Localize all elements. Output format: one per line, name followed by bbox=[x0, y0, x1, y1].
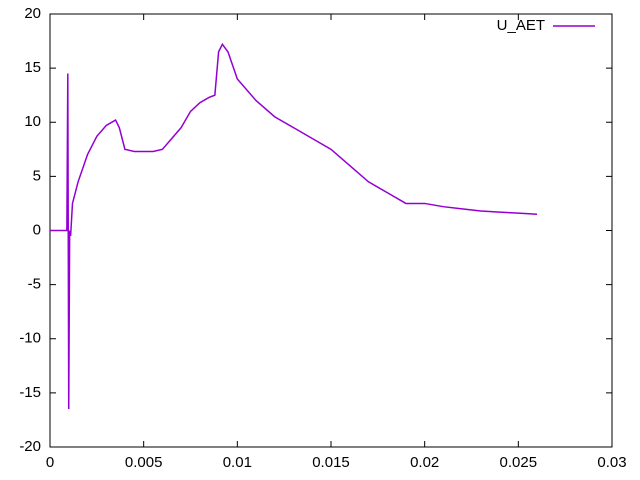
x-tick-label: 0.01 bbox=[223, 454, 252, 471]
y-tick-label: 10 bbox=[24, 113, 41, 130]
y-tick-label: 5 bbox=[33, 167, 41, 184]
y-tick-label: 20 bbox=[24, 5, 41, 22]
legend-label: U_AET bbox=[497, 17, 545, 34]
y-tick-label: -5 bbox=[28, 276, 41, 293]
x-tick-label: 0.02 bbox=[410, 454, 439, 471]
y-tick-label: 0 bbox=[33, 221, 41, 238]
y-tick-label: 15 bbox=[24, 59, 41, 76]
y-tick-label: -10 bbox=[19, 330, 41, 347]
x-tick-label: 0.005 bbox=[125, 454, 163, 471]
x-tick-label: 0.015 bbox=[312, 454, 350, 471]
x-tick-label: 0.025 bbox=[500, 454, 538, 471]
y-tick-label: -15 bbox=[19, 384, 41, 401]
y-tick-label: -20 bbox=[19, 438, 41, 455]
x-tick-label: 0.03 bbox=[597, 454, 626, 471]
x-tick-label: 0 bbox=[46, 454, 54, 471]
plot-border bbox=[49, 13, 613, 448]
data-line bbox=[50, 42, 538, 410]
